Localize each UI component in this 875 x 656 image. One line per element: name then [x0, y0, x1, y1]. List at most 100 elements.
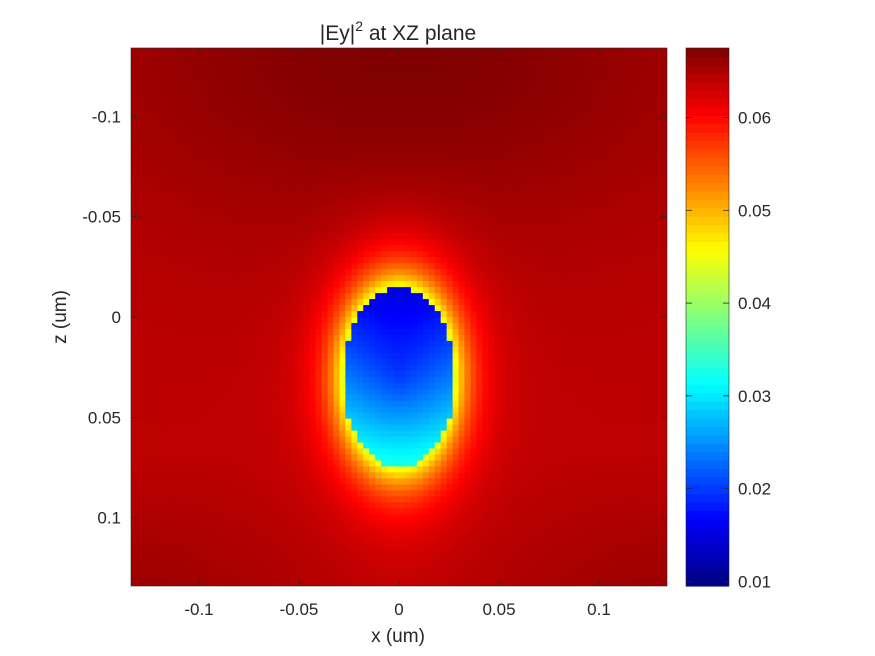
heatmap-cell: [220, 173, 227, 181]
heatmap-cell: [202, 484, 210, 491]
heatmap-cell: [238, 239, 245, 246]
heatmap-cell: [375, 173, 382, 181]
heatmap-cell: [190, 209, 198, 216]
heatmap-cell: [446, 388, 454, 396]
heatmap-cell: [321, 514, 329, 521]
heatmap-cell: [166, 472, 174, 479]
heatmap-cell: [291, 346, 299, 354]
heatmap-cell: [184, 245, 192, 252]
heatmap-cell: [250, 334, 257, 342]
heatmap-cell: [184, 508, 192, 515]
heatmap-cell: [238, 382, 245, 390]
heatmap-cell: [250, 328, 257, 336]
heatmap-cell: [196, 508, 204, 515]
heatmap-cell: [416, 59, 424, 67]
heatmap-cell: [297, 149, 305, 157]
heatmap-cell: [226, 167, 233, 175]
heatmap-cell: [428, 370, 436, 378]
heatmap-cell: [131, 562, 138, 569]
heatmap-cell: [452, 77, 460, 85]
heatmap-cell: [387, 412, 394, 420]
heatmap-cell: [369, 221, 376, 228]
heatmap-cell: [220, 89, 227, 97]
heatmap-cell: [321, 544, 329, 551]
heatmap-cell: [285, 328, 293, 336]
heatmap-cell: [178, 107, 186, 115]
heatmap-cell: [262, 287, 269, 294]
heatmap-cell: [291, 59, 299, 67]
heatmap-cell: [458, 215, 466, 222]
heatmap-cell: [208, 520, 215, 527]
heatmap-cell: [363, 149, 370, 157]
heatmap-cell: [321, 101, 329, 109]
heatmap-cell: [345, 370, 352, 378]
heatmap-cell: [148, 149, 156, 157]
heatmap-cell: [131, 233, 138, 240]
heatmap-cell: [399, 520, 406, 527]
heatmap-cell: [363, 89, 370, 97]
heatmap-cell: [131, 448, 138, 456]
heatmap-cell: [452, 568, 460, 575]
heatmap-cell: [422, 430, 430, 438]
heatmap-cell: [357, 526, 364, 533]
heatmap-cell: [351, 281, 358, 288]
heatmap-cell: [232, 65, 239, 73]
heatmap-cell: [381, 263, 388, 270]
heatmap-cell: [297, 95, 305, 103]
heatmap-cell: [452, 65, 460, 73]
heatmap-cell: [250, 305, 257, 312]
heatmap-cell: [375, 215, 382, 222]
heatmap-cell: [393, 358, 400, 366]
heatmap-cell: [422, 125, 430, 133]
heatmap-cell: [416, 227, 424, 234]
heatmap-cell: [345, 526, 352, 533]
heatmap-cell: [172, 203, 180, 210]
heatmap-cell: [172, 490, 180, 497]
heatmap-cell: [256, 364, 263, 372]
heatmap-cell: [273, 53, 281, 61]
heatmap-cell: [399, 185, 406, 193]
heatmap-cell: [285, 317, 293, 324]
heatmap-cell: [232, 406, 239, 414]
heatmap-cell: [327, 412, 335, 420]
heatmap-cell: [428, 89, 436, 97]
heatmap-cell: [131, 418, 138, 426]
heatmap-cell: [208, 574, 215, 581]
heatmap-cell: [440, 311, 448, 318]
heatmap-cell: [387, 490, 394, 497]
heatmap-cell: [416, 221, 424, 228]
heatmap-cell: [220, 568, 227, 575]
heatmap-cell: [410, 263, 418, 270]
heatmap-cell: [136, 574, 144, 581]
heatmap-cell: [208, 514, 215, 521]
heatmap-cell: [148, 544, 156, 551]
heatmap-cell: [285, 418, 293, 426]
heatmap-cell: [291, 197, 299, 205]
heatmap-cell: [178, 203, 186, 210]
heatmap-cell: [279, 388, 287, 396]
heatmap-cell: [452, 173, 460, 181]
heatmap-cell: [399, 233, 406, 240]
heatmap-cell: [434, 275, 442, 282]
heatmap-cell: [410, 388, 418, 396]
heatmap-cell: [446, 275, 454, 282]
heatmap-cell: [131, 544, 138, 551]
heatmap-cell: [214, 125, 221, 133]
heatmap-cell: [244, 191, 251, 199]
heatmap-cell: [339, 322, 346, 330]
heatmap-cell: [387, 442, 394, 450]
heatmap-cell: [154, 101, 162, 109]
heatmap-cell: [434, 484, 442, 491]
heatmap-cell: [404, 173, 412, 181]
heatmap-cell: [131, 215, 138, 222]
heatmap-cell: [226, 311, 233, 318]
heatmap-cell: [422, 562, 430, 569]
heatmap-cell: [434, 340, 442, 348]
heatmap-cell: [166, 388, 174, 396]
heatmap-cell: [357, 352, 364, 360]
heatmap-cell: [148, 418, 156, 426]
heatmap-cell: [333, 484, 341, 491]
heatmap-cell: [208, 418, 215, 426]
heatmap-cell: [422, 215, 430, 222]
heatmap-cell: [267, 83, 275, 91]
